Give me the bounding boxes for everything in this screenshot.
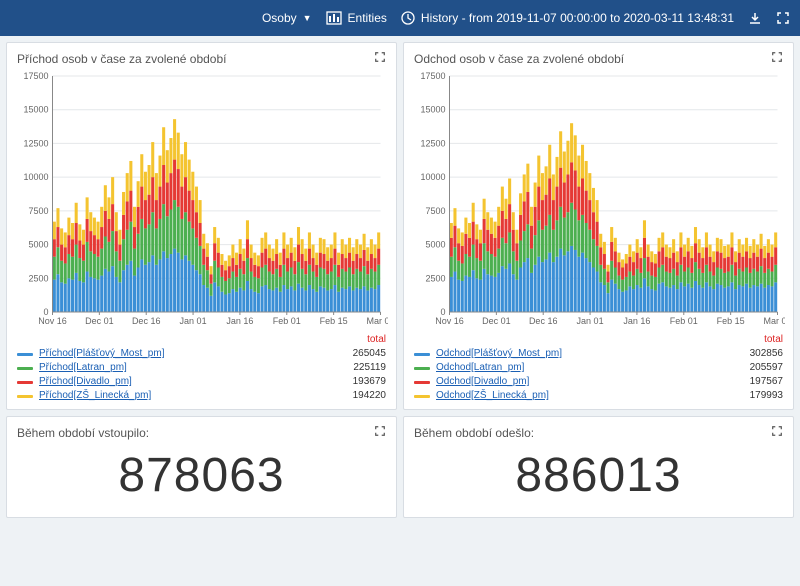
osoby-dropdown-label: Osoby	[262, 11, 297, 25]
expand-icon[interactable]	[374, 51, 386, 66]
history-button[interactable]: History - from 2019-11-07 00:00:00 to 20…	[401, 11, 734, 25]
panel-title: Během období odešlo:	[414, 426, 534, 440]
legend-color-swatch	[17, 395, 33, 398]
vstoupilo-panel: Během období vstoupilo: 878063	[6, 416, 397, 518]
legend-color-swatch	[17, 353, 33, 356]
svg-text:Dec 16: Dec 16	[529, 316, 558, 326]
download-icon[interactable]	[748, 11, 762, 25]
panel-title: Odchod osob v čase za zvolené období	[414, 52, 624, 66]
legend-series-total: 179993	[727, 389, 783, 403]
svg-text:12500: 12500	[420, 138, 445, 148]
svg-text:12500: 12500	[23, 138, 48, 148]
legend-item[interactable]: Příchod[ZŠ_Linecká_pm] 194220	[17, 389, 386, 403]
svg-text:Nov 16: Nov 16	[435, 316, 464, 326]
svg-text:Dec 16: Dec 16	[132, 316, 161, 326]
entities-icon	[326, 11, 342, 25]
svg-text:15000: 15000	[420, 105, 445, 115]
legend-item[interactable]: Odchod[ZŠ_Linecká_pm] 179993	[414, 389, 783, 403]
legend-color-swatch	[414, 381, 430, 384]
legend-series-name: Příchod[ZŠ_Linecká_pm]	[39, 389, 324, 403]
dashboard-grid: Příchod osob v čase za zvolené období 02…	[0, 36, 800, 524]
legend-series-name: Odchod[Divadlo_pm]	[436, 375, 721, 389]
legend-color-swatch	[414, 395, 430, 398]
prichod-chart[interactable]: 025005000750010000125001500017500Nov 16D…	[15, 70, 388, 330]
svg-text:7500: 7500	[28, 206, 48, 216]
panel-title: Během období vstoupilo:	[17, 426, 149, 440]
prichod-chart-panel: Příchod osob v čase za zvolené období 02…	[6, 42, 397, 410]
svg-text:2500: 2500	[28, 273, 48, 283]
legend-series-total: 205597	[727, 361, 783, 375]
legend-series-total: 265045	[330, 347, 386, 361]
chevron-down-icon: ▼	[303, 13, 312, 23]
svg-text:Jan 16: Jan 16	[226, 316, 253, 326]
legend-total-header: total	[17, 334, 386, 345]
svg-text:17500: 17500	[23, 71, 48, 81]
odeslo-value: 886013	[404, 448, 793, 503]
expand-icon[interactable]	[374, 425, 386, 440]
fullscreen-icon[interactable]	[776, 11, 790, 25]
top-bar: Osoby ▼ Entities History - from 2019-11-…	[0, 0, 800, 36]
svg-text:Nov 16: Nov 16	[38, 316, 67, 326]
legend-series-name: Příchod[Divadlo_pm]	[39, 375, 324, 389]
legend-color-swatch	[17, 381, 33, 384]
svg-text:5000: 5000	[425, 240, 445, 250]
vstoupilo-value: 878063	[7, 448, 396, 503]
panel-title: Příchod osob v čase za zvolené období	[17, 52, 226, 66]
legend-item[interactable]: Příchod[Divadlo_pm] 193679	[17, 375, 386, 389]
svg-text:2500: 2500	[425, 273, 445, 283]
svg-text:10000: 10000	[23, 172, 48, 182]
entities-button[interactable]: Entities	[326, 11, 387, 25]
svg-text:Feb 01: Feb 01	[670, 316, 698, 326]
svg-text:Feb 15: Feb 15	[717, 316, 745, 326]
svg-text:Dec 01: Dec 01	[482, 316, 511, 326]
svg-text:15000: 15000	[23, 105, 48, 115]
odchod-chart-panel: Odchod osob v čase za zvolené období 025…	[403, 42, 794, 410]
odeslo-panel: Během období odešlo: 886013	[403, 416, 794, 518]
prichod-legend: totalPříchod[Plášťový_Most_pm]265045Příc…	[7, 334, 396, 409]
svg-text:Jan 01: Jan 01	[180, 316, 207, 326]
legend-series-total: 194220	[330, 389, 386, 403]
svg-text:Feb 15: Feb 15	[320, 316, 348, 326]
legend-item[interactable]: Odchod[Latran_pm] 205597	[414, 361, 783, 375]
expand-icon[interactable]	[771, 425, 783, 440]
legend-item[interactable]: Odchod[Divadlo_pm] 197567	[414, 375, 783, 389]
entities-label: Entities	[348, 11, 387, 25]
legend-color-swatch	[414, 367, 430, 370]
legend-series-name: Odchod[Latran_pm]	[436, 361, 721, 375]
odchod-chart[interactable]: 025005000750010000125001500017500Nov 16D…	[412, 70, 785, 330]
legend-series-total: 193679	[330, 375, 386, 389]
legend-item[interactable]: Příchod[Plášťový_Most_pm] 265045	[17, 347, 386, 361]
svg-text:17500: 17500	[420, 71, 445, 81]
odchod-legend: totalOdchod[Plášťový_Most_pm]302856Odcho…	[404, 334, 793, 409]
svg-text:10000: 10000	[420, 172, 445, 182]
legend-color-swatch	[17, 367, 33, 370]
legend-series-name: Příchod[Latran_pm]	[39, 361, 324, 375]
osoby-dropdown[interactable]: Osoby ▼	[262, 11, 312, 25]
legend-series-name: Odchod[ZŠ_Linecká_pm]	[436, 389, 721, 403]
svg-text:5000: 5000	[28, 240, 48, 250]
svg-text:Feb 01: Feb 01	[273, 316, 301, 326]
legend-series-total: 225119	[330, 361, 386, 375]
clock-icon	[401, 11, 415, 25]
legend-series-total: 197567	[727, 375, 783, 389]
legend-series-total: 302856	[727, 347, 783, 361]
legend-color-swatch	[414, 353, 430, 356]
legend-item[interactable]: Odchod[Plášťový_Most_pm] 302856	[414, 347, 783, 361]
svg-text:Jan 01: Jan 01	[577, 316, 604, 326]
svg-text:Mar 01: Mar 01	[763, 316, 785, 326]
legend-series-name: Odchod[Plášťový_Most_pm]	[436, 347, 721, 361]
svg-text:Mar 01: Mar 01	[366, 316, 388, 326]
svg-text:Dec 01: Dec 01	[85, 316, 114, 326]
expand-icon[interactable]	[771, 51, 783, 66]
legend-item[interactable]: Příchod[Latran_pm] 225119	[17, 361, 386, 375]
legend-total-header: total	[414, 334, 783, 345]
legend-series-name: Příchod[Plášťový_Most_pm]	[39, 347, 324, 361]
history-label: History - from 2019-11-07 00:00:00 to 20…	[421, 11, 734, 25]
svg-text:Jan 16: Jan 16	[623, 316, 650, 326]
svg-text:7500: 7500	[425, 206, 445, 216]
